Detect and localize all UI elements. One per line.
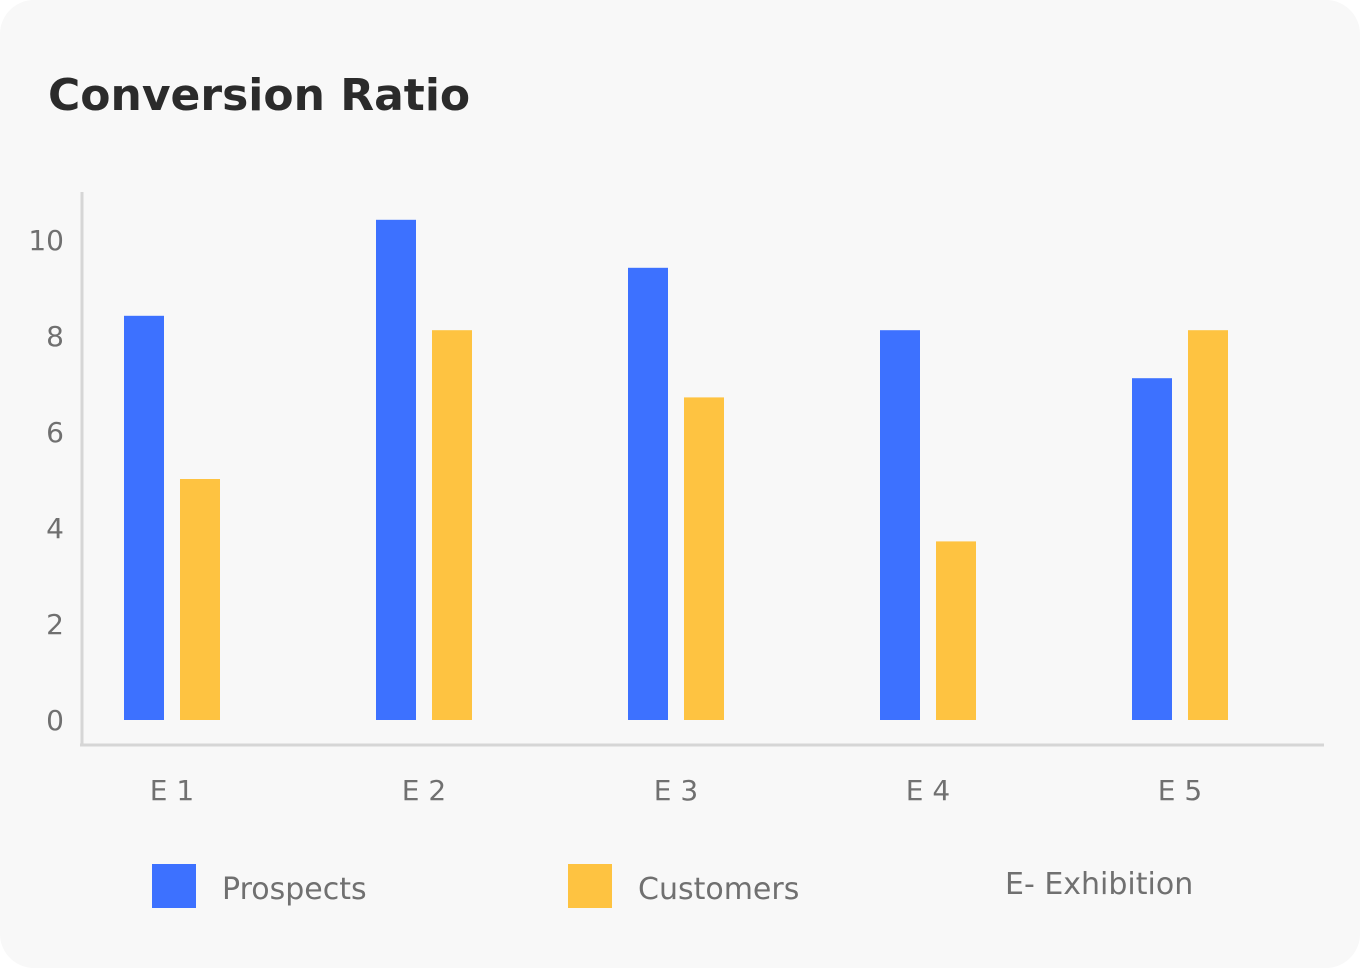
- y-tick-label: 2: [46, 608, 64, 641]
- bar-prospects-4: [880, 330, 920, 720]
- x-tick-label: E 4: [906, 774, 950, 807]
- bar-customers-2: [432, 330, 472, 720]
- bar-customers-1: [180, 479, 220, 720]
- bar-customers-3: [684, 397, 724, 720]
- y-tick-label: 4: [46, 512, 64, 545]
- legend-swatch-prospects: [152, 864, 196, 908]
- bar-prospects-2: [376, 219, 416, 721]
- bar-customers-5: [1188, 330, 1228, 720]
- bar-prospects-5: [1132, 378, 1172, 720]
- x-tick-label: E 3: [654, 774, 698, 807]
- bar-prospects-1: [124, 315, 164, 720]
- x-tick-label: E 1: [150, 774, 194, 807]
- legend-note-exhibition: E- Exhibition: [1005, 867, 1194, 902]
- x-tick-label: E 5: [1158, 774, 1202, 807]
- bars-group: [124, 219, 1228, 721]
- y-tick-label: 8: [46, 320, 64, 353]
- legend-label-prospects: Prospects: [222, 872, 367, 907]
- x-axis-ticks: E 1 E 2 E 3 E 4 E 5: [150, 774, 1202, 807]
- chart-title: Conversion Ratio: [48, 70, 471, 121]
- legend-swatch-customers: [568, 864, 612, 908]
- y-tick-label: 10: [28, 224, 64, 257]
- bar-prospects-3: [628, 267, 668, 720]
- y-tick-label: 6: [46, 416, 64, 449]
- y-tick-label: 0: [46, 704, 64, 737]
- y-axis-ticks: 0 2 4 6 8 10: [28, 224, 64, 737]
- bar-customers-4: [936, 541, 976, 720]
- x-tick-label: E 2: [402, 774, 446, 807]
- legend-label-customers: Customers: [638, 872, 800, 907]
